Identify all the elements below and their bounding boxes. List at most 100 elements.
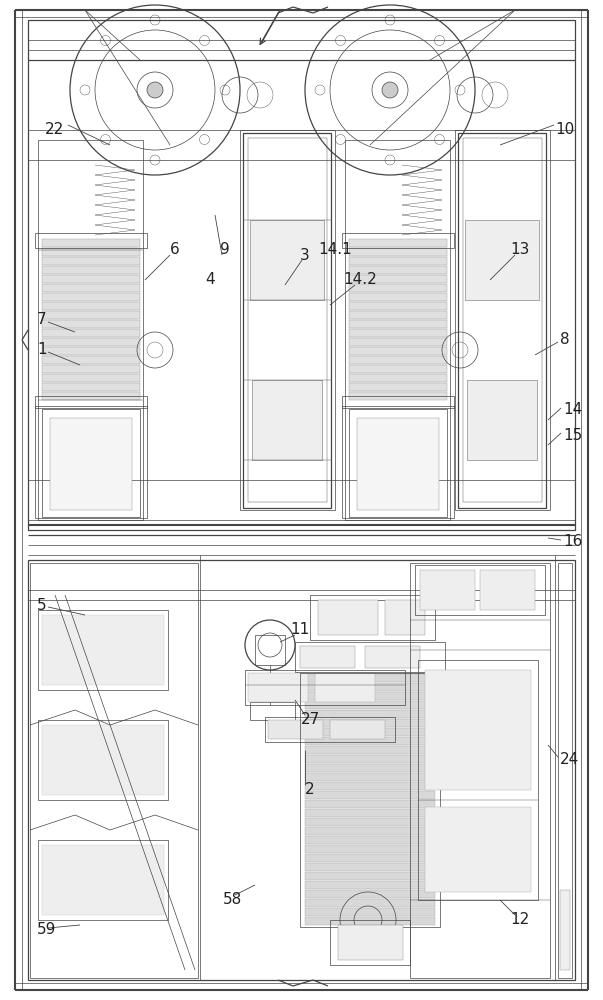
- Bar: [300, 673, 440, 927]
- Bar: [265, 717, 395, 742]
- Bar: [349, 239, 447, 247]
- Bar: [42, 725, 164, 795]
- Text: 16: 16: [563, 534, 582, 550]
- Bar: [38, 140, 143, 520]
- Bar: [38, 720, 168, 800]
- Text: 4: 4: [205, 272, 215, 288]
- Bar: [330, 720, 385, 739]
- Bar: [463, 138, 542, 502]
- Bar: [42, 284, 140, 292]
- Bar: [38, 610, 168, 690]
- Bar: [349, 257, 447, 265]
- Bar: [305, 908, 435, 916]
- Circle shape: [382, 82, 398, 98]
- Bar: [305, 773, 435, 781]
- Bar: [35, 406, 147, 518]
- Bar: [305, 737, 435, 745]
- Text: 9: 9: [220, 242, 230, 257]
- Text: 24: 24: [560, 752, 579, 768]
- Bar: [42, 383, 140, 391]
- Bar: [349, 374, 447, 382]
- Bar: [342, 233, 454, 248]
- Bar: [305, 782, 435, 790]
- Bar: [315, 673, 375, 702]
- Bar: [42, 392, 140, 400]
- Bar: [420, 570, 475, 610]
- Text: 3: 3: [300, 247, 310, 262]
- Text: 14: 14: [563, 402, 582, 418]
- Bar: [240, 130, 335, 510]
- Bar: [42, 365, 140, 373]
- Bar: [410, 563, 550, 978]
- Bar: [30, 563, 198, 978]
- Bar: [342, 406, 454, 518]
- Bar: [42, 266, 140, 274]
- Bar: [345, 140, 450, 520]
- Bar: [425, 807, 531, 892]
- Bar: [425, 670, 531, 790]
- Bar: [305, 854, 435, 862]
- Bar: [305, 674, 435, 682]
- Bar: [35, 233, 147, 248]
- Bar: [305, 809, 435, 817]
- Bar: [42, 302, 140, 310]
- Bar: [28, 560, 575, 980]
- Bar: [42, 347, 140, 355]
- Bar: [305, 872, 435, 880]
- Bar: [42, 374, 140, 382]
- Bar: [305, 764, 435, 772]
- Circle shape: [147, 82, 163, 98]
- Bar: [342, 396, 454, 408]
- Text: 12: 12: [510, 912, 529, 928]
- Bar: [305, 845, 435, 853]
- Bar: [252, 380, 322, 460]
- Bar: [243, 133, 331, 508]
- Text: 58: 58: [223, 892, 242, 908]
- Bar: [42, 239, 140, 247]
- Text: 5: 5: [37, 597, 46, 612]
- Bar: [305, 701, 435, 709]
- Bar: [305, 800, 435, 808]
- Bar: [349, 365, 447, 373]
- Text: 2: 2: [305, 782, 315, 798]
- Bar: [305, 827, 435, 835]
- Bar: [338, 925, 403, 960]
- Bar: [42, 329, 140, 337]
- Bar: [300, 646, 355, 668]
- Bar: [465, 220, 539, 300]
- Bar: [250, 702, 295, 720]
- Text: 11: 11: [291, 622, 309, 638]
- Bar: [560, 890, 570, 970]
- Bar: [349, 329, 447, 337]
- Bar: [42, 293, 140, 301]
- Bar: [305, 881, 435, 889]
- Text: 6: 6: [170, 242, 180, 257]
- Text: 13: 13: [510, 242, 529, 257]
- Bar: [349, 356, 447, 364]
- Bar: [349, 293, 447, 301]
- Bar: [50, 418, 132, 510]
- Bar: [295, 642, 445, 672]
- Bar: [42, 311, 140, 319]
- Bar: [38, 840, 168, 920]
- Bar: [42, 338, 140, 346]
- Text: 1: 1: [37, 342, 46, 358]
- Bar: [248, 673, 308, 702]
- Bar: [349, 266, 447, 274]
- Bar: [305, 746, 435, 754]
- Bar: [305, 791, 435, 799]
- Bar: [349, 383, 447, 391]
- Bar: [310, 595, 435, 640]
- Bar: [305, 836, 435, 844]
- Bar: [268, 720, 323, 739]
- Bar: [42, 257, 140, 265]
- Bar: [349, 275, 447, 283]
- Bar: [418, 660, 538, 900]
- Bar: [349, 302, 447, 310]
- Bar: [35, 396, 147, 408]
- Bar: [42, 409, 140, 517]
- Bar: [305, 863, 435, 871]
- Bar: [349, 347, 447, 355]
- Bar: [305, 899, 435, 907]
- Bar: [415, 565, 545, 615]
